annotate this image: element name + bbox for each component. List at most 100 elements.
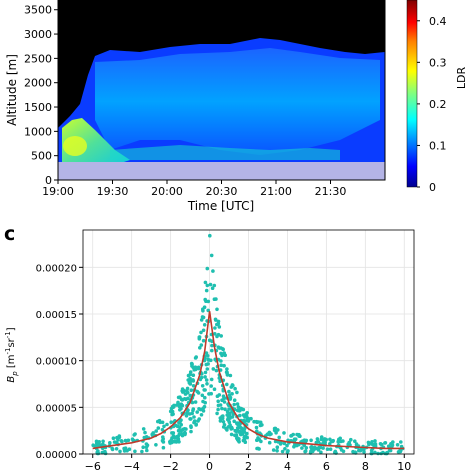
scatter-point <box>373 439 377 443</box>
scatter-point <box>213 326 217 330</box>
scatter-point <box>222 363 226 368</box>
scatter-point <box>219 351 223 356</box>
scatter-point <box>140 449 144 454</box>
scatter-point <box>193 400 198 404</box>
scatter-point <box>197 335 202 339</box>
scatter-point <box>285 450 290 454</box>
colorbar-tick-label: 0 <box>429 181 436 194</box>
scatter-y-tick-label: 0.00010 <box>36 357 77 368</box>
scatter-point <box>233 433 237 438</box>
scatter-point <box>271 448 276 452</box>
scatter-point <box>229 385 234 389</box>
scatter-point <box>150 432 154 437</box>
ldr-heatmap-panel: 0 500 1000 1500 2000 2500 3000 3500 19:00 19:30 2… <box>5 0 386 213</box>
scatter-y-tick-label: 0.00015 <box>36 310 77 321</box>
scatter-point <box>177 421 181 425</box>
scatter-point <box>180 398 185 402</box>
scatter-point <box>235 421 239 426</box>
heatmap-y-tick-label: 3000 <box>24 28 52 41</box>
heatmap-y-tick-label: 500 <box>31 150 52 163</box>
scatter-point <box>292 444 296 449</box>
scatter-point <box>229 432 234 437</box>
heatmap-y-tick-label: 3500 <box>24 4 52 17</box>
scatter-point <box>219 334 223 338</box>
scatter-point <box>208 282 213 287</box>
scatter-point <box>117 434 122 438</box>
colorbar-ticks: 0 0.1 0.2 0.3 0.4 <box>417 15 447 194</box>
scatter-point <box>219 363 223 368</box>
scatter-point <box>354 442 359 446</box>
scatter-point <box>201 309 205 313</box>
scatter-x-tick-label: 10 <box>397 460 411 473</box>
scatter-point <box>199 413 204 417</box>
scatter-point <box>156 426 161 430</box>
colorbar-tick-label: 0.1 <box>429 139 447 152</box>
scatter-point <box>154 429 158 433</box>
scatter-point <box>395 443 400 447</box>
scatter-point <box>168 409 173 414</box>
scatter-point <box>188 379 193 384</box>
scatter-point <box>204 378 209 382</box>
scatter-point <box>132 433 136 437</box>
scatter-point <box>265 432 270 437</box>
scatter-point <box>267 440 272 445</box>
scatter-point <box>216 407 220 412</box>
scatter-point <box>390 443 395 448</box>
scatter-point <box>200 393 205 398</box>
scatter-point <box>277 435 282 440</box>
scatter-point <box>239 426 244 431</box>
scatter-point <box>228 423 232 427</box>
heatmap-base-layer <box>110 145 340 160</box>
scatter-point <box>349 437 353 442</box>
scatter-point <box>162 424 166 429</box>
scatter-point <box>209 253 214 258</box>
scatter-point <box>260 423 264 427</box>
scatter-point <box>133 449 137 454</box>
scatter-point <box>160 427 165 432</box>
scatter-point <box>232 419 236 424</box>
scatter-point <box>289 434 293 438</box>
scatter-point <box>362 450 366 454</box>
heatmap-x-tick-label: 19:00 <box>42 185 74 198</box>
scatter-point <box>158 420 162 425</box>
scatter-point <box>222 351 226 355</box>
heatmap-plot-area <box>57 0 386 181</box>
scatter-point <box>102 450 106 454</box>
scatter-point <box>195 410 199 414</box>
scatter-point <box>199 343 204 347</box>
scatter-point <box>203 375 207 379</box>
scatter-point <box>185 386 190 391</box>
scatter-point <box>386 444 391 449</box>
scatter-point <box>191 407 196 411</box>
scatter-point <box>381 450 385 455</box>
scatter-point <box>259 439 263 444</box>
scatter-point <box>376 451 380 456</box>
scatter-x-tick-label: −4 <box>124 460 140 473</box>
heatmap-y-ticks: 0 500 1000 1500 2000 2500 3000 3500 <box>24 4 58 187</box>
scatter-point <box>221 420 226 424</box>
scatter-point <box>358 448 363 453</box>
scatter-point <box>221 414 225 418</box>
scatter-point <box>303 449 308 453</box>
scatter-point <box>399 440 403 444</box>
scatter-x-tick-label: 8 <box>362 460 369 473</box>
scatter-point <box>145 443 150 448</box>
scatter-point <box>174 435 178 440</box>
scatter-point <box>141 427 146 431</box>
scatter-point <box>181 390 185 394</box>
scatter-point <box>216 322 221 326</box>
scatter-point <box>202 323 207 327</box>
scatter-point <box>186 373 191 378</box>
scatter-point <box>214 368 219 373</box>
scatter-point <box>192 368 196 372</box>
scatter-point <box>201 409 206 413</box>
scatter-point <box>207 338 212 343</box>
scatter-point <box>199 330 203 335</box>
scatter-point <box>249 416 253 421</box>
scatter-point <box>245 417 250 422</box>
scatter-point <box>216 403 221 408</box>
scatter-point <box>196 366 201 371</box>
scatter-point <box>203 395 207 400</box>
scatter-point <box>212 387 217 392</box>
scatter-x-tick-label: −2 <box>163 460 179 473</box>
